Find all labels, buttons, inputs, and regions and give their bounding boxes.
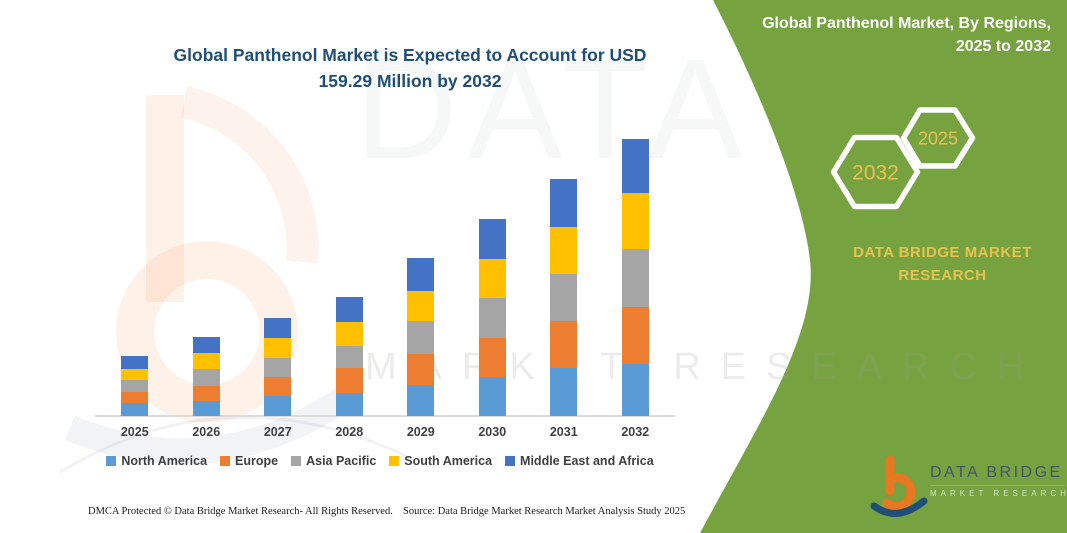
watermark-mid-text: MARKET RESEARCH (365, 346, 1045, 388)
bar-segment (335, 321, 363, 346)
bar-segment (621, 306, 649, 364)
x-axis-label: 2029 (406, 425, 435, 439)
brand-wordmark: DATA BRIDGE MARKET RESEARCH (853, 244, 1032, 284)
bar-segment (121, 391, 149, 404)
bar-segment (407, 258, 435, 291)
legend-item: South America (389, 454, 492, 468)
bar-segment (264, 396, 292, 416)
hexagon-2025: 2025 (900, 107, 976, 169)
legend-label: Middle East and Africa (520, 454, 654, 468)
dbmr-logo-title: DATA BRIDGE (930, 464, 1063, 481)
bar-segment (550, 178, 578, 227)
legend-swatch (220, 456, 231, 466)
dbmr-logo-rule (930, 485, 1065, 486)
bar-segment (121, 369, 149, 381)
bar-segment (192, 353, 220, 370)
hexagon-2032: 2032 (830, 134, 921, 210)
panel-header: Global Panthenol Market, By Regions, 202… (721, 12, 1051, 58)
legend-label: Europe (235, 454, 279, 468)
panel-header-line1: Global Panthenol Market, By Regions, (762, 15, 1051, 32)
bar-segment (264, 338, 292, 359)
legend-swatch (291, 456, 302, 466)
chart-legend: North America Europe Asia Pacific South Ame… (88, 454, 672, 468)
x-axis-label: 2031 (549, 425, 578, 439)
bar-segment (121, 356, 149, 370)
bar-segment (621, 193, 649, 250)
bar-segment (264, 376, 292, 397)
legend-item: North America (106, 454, 207, 468)
legend-item: Asia Pacific (291, 454, 376, 468)
x-axis-label: 2028 (335, 425, 364, 439)
dbmr-logo-text: DATA BRIDGE MARKET RESEARCH (930, 464, 1067, 498)
bar-segment (264, 358, 292, 377)
dbmr-logo-subtitle: MARKET RESEARCH (930, 489, 1067, 498)
x-axis-label: 2026 (192, 425, 221, 439)
hexagon-2025-label: 2025 (918, 129, 958, 149)
bar-segment (621, 363, 649, 416)
bar-segment (335, 345, 363, 369)
bar-segment (550, 273, 578, 322)
bar-segment (407, 321, 435, 354)
bar-segment (192, 385, 220, 401)
bar-segment (407, 290, 435, 322)
legend-swatch (505, 456, 516, 466)
legend-swatch (389, 456, 400, 466)
legend-item: Europe (220, 454, 278, 468)
x-axis-line (95, 415, 675, 417)
bar-segment (264, 318, 292, 339)
bar-segment (550, 321, 578, 369)
bar-segment (335, 297, 363, 322)
bar-segment (192, 369, 220, 386)
bar-segment (192, 337, 220, 354)
chart-title: Global Panthenol Market is Expected to A… (173, 45, 647, 92)
footer-copyright: DMCA Protected © Data Bridge Market Rese… (88, 506, 393, 517)
x-axis-label: 2025 (120, 425, 149, 439)
year-hexagons: 2025 2032 (830, 107, 976, 210)
legend-label: Asia Pacific (306, 454, 377, 468)
x-axis-label: 2032 (621, 425, 650, 439)
bar-segment (478, 219, 506, 260)
bar-segment (478, 259, 506, 299)
legend-label: North America (121, 454, 208, 468)
bar-segment (121, 403, 149, 416)
bar-segment (407, 385, 435, 416)
legend-swatch (106, 456, 117, 466)
bar-segment (335, 393, 363, 416)
bar-segment (550, 368, 578, 416)
hexagon-2032-label: 2032 (852, 162, 899, 185)
bar-segment (478, 376, 506, 416)
dbmr-logo: DATA BRIDGE MARKET RESEARCH (870, 452, 1067, 527)
bar-segment (478, 337, 506, 377)
panel-header-line2: 2025 to 2032 (955, 38, 1051, 56)
x-axis-label: 2027 (263, 425, 292, 439)
bar-segment (478, 298, 506, 338)
bar-segment (550, 226, 578, 274)
bar-segment (192, 400, 220, 416)
bar-segment (335, 368, 363, 394)
legend-item: Middle East and Africa (505, 454, 654, 468)
bar-segment (621, 249, 649, 307)
bar-segment (621, 139, 649, 194)
bar-segment (121, 380, 149, 392)
bar-segment (407, 353, 435, 386)
footer-source: Source: Data Bridge Market Research Mark… (403, 506, 686, 517)
dbmr-logo-b-icon (870, 455, 928, 517)
x-axis-label: 2030 (478, 425, 507, 439)
legend-label: South America (404, 454, 493, 468)
